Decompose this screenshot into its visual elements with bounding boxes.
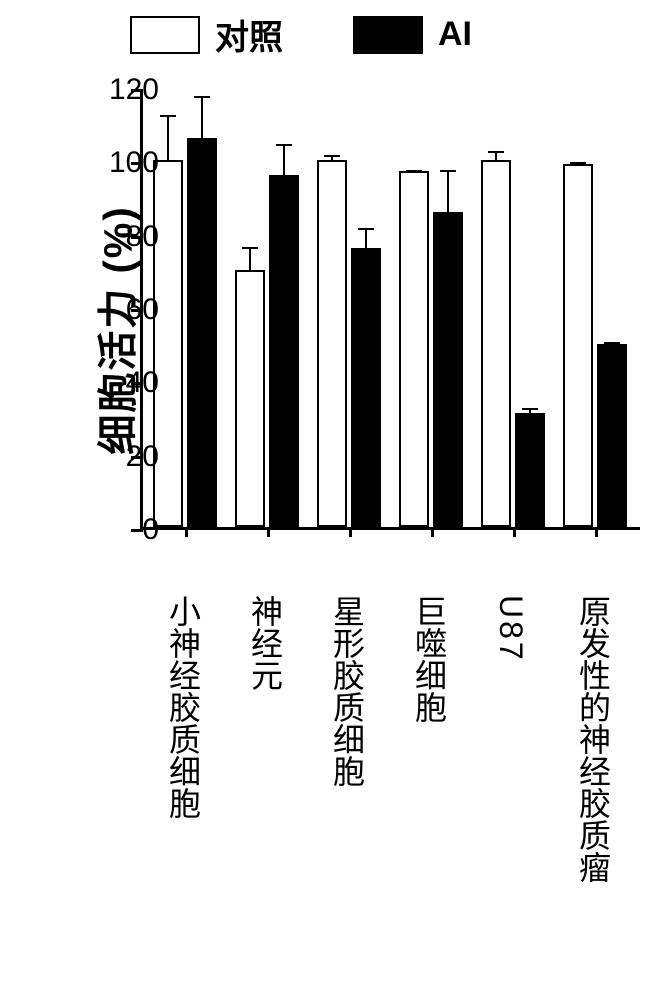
error-cap	[242, 247, 258, 249]
x-tick	[513, 527, 516, 537]
x-tick	[349, 527, 352, 537]
error-cap	[522, 408, 538, 410]
bar-ai	[597, 344, 627, 527]
bar-control	[481, 160, 511, 527]
chart: 细胞活力 (%) 020406080100120小神经胶质细胞神经元星形胶质细胞…	[0, 70, 669, 590]
bar-ai	[351, 248, 381, 527]
error-bar	[495, 151, 497, 162]
bar-control	[563, 164, 593, 527]
bar-ai	[269, 175, 299, 527]
legend: 对照 AI	[130, 10, 472, 59]
error-bar	[413, 170, 415, 174]
x-axis-label: 原发性的神经胶质瘤	[577, 595, 609, 883]
error-cap	[406, 170, 422, 172]
error-cap	[160, 115, 176, 117]
error-bar	[167, 115, 169, 163]
x-tick	[267, 527, 270, 537]
y-tick-label: 80	[99, 220, 159, 254]
plot-area	[140, 90, 640, 530]
legend-label-control: 对照	[215, 10, 283, 59]
legend-swatch-ai	[353, 16, 423, 54]
error-bar	[611, 342, 613, 346]
bar-ai	[433, 212, 463, 527]
bar-ai	[187, 138, 217, 527]
bar-control	[399, 171, 429, 527]
x-tick	[595, 527, 598, 537]
error-cap	[488, 151, 504, 153]
y-tick-label: 120	[99, 73, 159, 107]
error-bar	[577, 162, 579, 166]
error-bar	[283, 144, 285, 177]
y-tick-label: 60	[99, 293, 159, 327]
x-tick	[185, 527, 188, 537]
x-axis-label: 神经元	[249, 595, 281, 691]
bar-ai	[515, 413, 545, 527]
error-cap	[358, 228, 374, 230]
error-cap	[324, 155, 340, 157]
legend-label-ai: AI	[438, 15, 472, 54]
y-tick-label: 100	[99, 146, 159, 180]
x-axis-label: U87	[495, 595, 527, 663]
error-bar	[365, 228, 367, 250]
error-bar	[529, 408, 531, 415]
x-axis-label: 星形胶质细胞	[331, 595, 363, 787]
legend-item-ai: AI	[353, 15, 472, 54]
x-axis-label: 小神经胶质细胞	[167, 595, 199, 819]
y-tick-label: 40	[99, 366, 159, 400]
error-bar	[249, 247, 251, 273]
x-axis-label: 巨噬细胞	[413, 595, 445, 723]
error-bar	[201, 96, 203, 140]
error-cap	[440, 170, 456, 172]
legend-swatch-control	[130, 16, 200, 54]
y-tick-label: 20	[99, 440, 159, 474]
error-bar	[447, 170, 449, 214]
error-cap	[604, 342, 620, 344]
error-cap	[194, 96, 210, 98]
error-cap	[570, 162, 586, 164]
bar-control	[317, 160, 347, 527]
error-bar	[331, 155, 333, 162]
legend-item-control: 对照	[130, 10, 283, 59]
y-tick-label: 0	[99, 513, 159, 547]
bar-control	[235, 270, 265, 527]
x-tick	[431, 527, 434, 537]
error-cap	[276, 144, 292, 146]
